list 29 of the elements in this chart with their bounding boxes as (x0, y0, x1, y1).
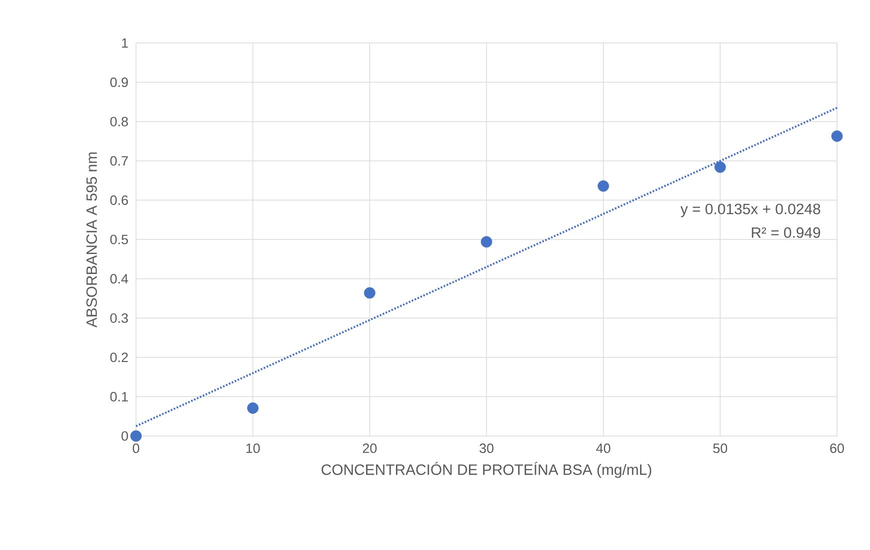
y-tick-label: 0.1 (110, 392, 128, 402)
point (598, 180, 610, 192)
point (247, 402, 259, 414)
y-tick-label: 0.9 (110, 78, 128, 88)
y-tick-label: 0.3 (110, 313, 128, 323)
point (831, 130, 843, 142)
x-tick-label: 40 (596, 444, 610, 454)
point (480, 236, 492, 248)
x-tick-label: 60 (830, 444, 844, 454)
y-tick-label: 0 (122, 431, 128, 441)
x-tick-label: 30 (480, 444, 494, 454)
x-tick-label: 10 (246, 444, 260, 454)
y-tick-label: 0.5 (110, 234, 128, 244)
point (714, 161, 726, 173)
y-tick-label: 0.7 (110, 156, 128, 166)
y-tick-label: 0.6 (110, 195, 128, 205)
y-tick-label: 0.4 (110, 274, 128, 284)
x-tick-label: 0 (132, 444, 140, 454)
y-tick-label: 0.8 (110, 116, 128, 126)
x-tick-label: 20 (362, 444, 377, 454)
point (130, 430, 142, 442)
x-axis-title: CONCENTRACIÓN DE PROTEÍNA BSA (mg/mL) (322, 462, 652, 478)
x-tick-label: 50 (713, 444, 728, 454)
y-tick-label: 1 (122, 38, 128, 48)
annotation: y = 0.0135x + 0.0248 (680, 204, 820, 218)
annotation: R² = 0.949 (752, 227, 820, 238)
y-axis-title: ABSORBANCIA A 595 nm (86, 152, 97, 328)
y-tick-label: 0.2 (110, 352, 128, 362)
point (364, 287, 376, 299)
